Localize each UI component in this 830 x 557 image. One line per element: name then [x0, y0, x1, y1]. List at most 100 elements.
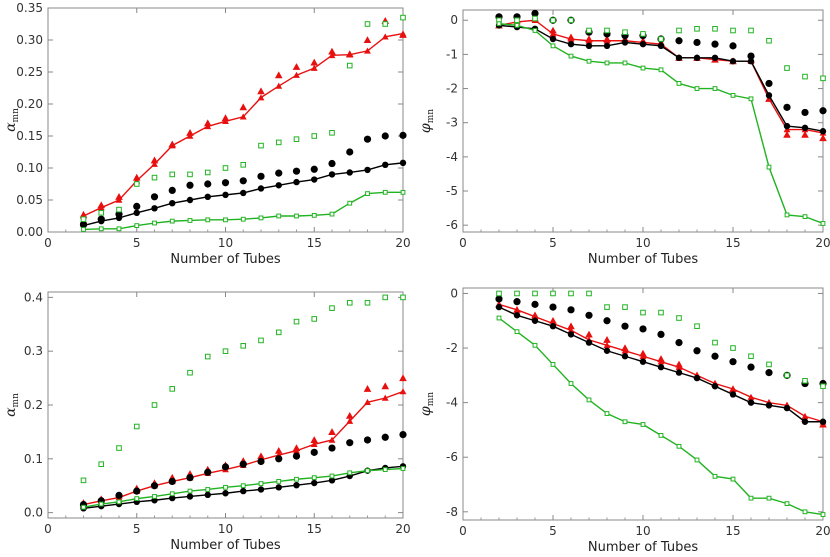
- data-point: [346, 148, 354, 156]
- data-point: [152, 220, 157, 226]
- data-point: [274, 446, 283, 454]
- y-tick-label: 0.2: [24, 398, 43, 412]
- data-point: [97, 204, 105, 211]
- data-point: [382, 294, 389, 301]
- data-point: [603, 37, 611, 44]
- series-line: [498, 22, 824, 225]
- y-tick-label: -5: [446, 184, 458, 198]
- data-point: [675, 369, 683, 376]
- series-green-points: [80, 294, 406, 484]
- data-point: [293, 178, 300, 186]
- data-point: [784, 501, 790, 507]
- data-point: [567, 306, 575, 314]
- data-point: [586, 397, 592, 403]
- data-point: [328, 171, 336, 178]
- data-point: [712, 473, 718, 479]
- series-green-points: [496, 290, 826, 390]
- data-point: [168, 142, 176, 149]
- data-point: [549, 30, 557, 37]
- data-point: [640, 31, 646, 37]
- y-tick-label: 0.0: [24, 506, 43, 520]
- data-point: [169, 171, 176, 178]
- data-point: [364, 299, 371, 306]
- data-point: [274, 71, 283, 79]
- data-point: [240, 189, 247, 197]
- series-black-points: [79, 131, 407, 228]
- data-point: [364, 47, 371, 54]
- data-point: [310, 436, 319, 444]
- data-point: [820, 512, 826, 517]
- data-point: [116, 226, 122, 232]
- data-point: [399, 388, 407, 395]
- data-point: [657, 330, 665, 338]
- series-black-points: [495, 9, 827, 117]
- data-point: [239, 103, 248, 111]
- data-point: [222, 165, 229, 171]
- data-point: [550, 362, 556, 367]
- data-point: [133, 209, 140, 216]
- data-point: [115, 196, 123, 203]
- series-green-line: [81, 189, 406, 232]
- data-point: [801, 130, 809, 138]
- data-point: [496, 21, 502, 27]
- x-tick-label: 5: [549, 524, 557, 538]
- series-black-points: [495, 295, 827, 388]
- data-point: [151, 174, 158, 181]
- data-point: [495, 303, 503, 311]
- data-point: [275, 455, 283, 463]
- data-point: [328, 436, 336, 443]
- data-point: [550, 17, 556, 24]
- data-point: [364, 166, 371, 174]
- data-point: [766, 37, 772, 44]
- data-point: [204, 169, 211, 176]
- data-point: [532, 28, 538, 33]
- data-point: [622, 60, 628, 66]
- data-point: [275, 484, 282, 491]
- x-axis-title: Number of Tubes: [170, 538, 280, 553]
- y-axis-title: αmn: [3, 393, 21, 417]
- data-point: [310, 440, 318, 448]
- data-point: [513, 312, 521, 319]
- data-point: [694, 86, 700, 91]
- data-point: [657, 42, 665, 50]
- data-point: [381, 132, 389, 140]
- data-point: [221, 114, 230, 122]
- data-point: [783, 404, 791, 412]
- data-point: [766, 361, 772, 368]
- x-axis-title: Number of Tubes: [170, 252, 280, 267]
- data-point: [328, 477, 336, 484]
- data-point: [400, 466, 406, 471]
- series-red-line: [80, 30, 407, 219]
- data-point: [116, 499, 122, 505]
- data-point: [621, 39, 629, 46]
- data-point: [532, 15, 538, 22]
- data-point: [329, 473, 335, 479]
- data-point: [328, 47, 336, 55]
- data-point: [275, 182, 282, 189]
- data-point: [169, 200, 176, 207]
- data-point: [293, 318, 300, 325]
- data-point: [729, 358, 737, 366]
- x-tick-label: 15: [307, 522, 322, 536]
- data-point: [801, 108, 809, 117]
- x-tick-label: 20: [815, 236, 830, 250]
- data-point: [675, 54, 683, 62]
- x-tick-label: 0: [44, 522, 52, 536]
- data-point: [783, 103, 791, 111]
- data-point: [747, 52, 755, 60]
- y-tick-label: 0.30: [16, 33, 43, 47]
- data-point: [640, 309, 646, 316]
- data-point: [328, 159, 336, 168]
- chart-top-right: 0 5 10 15 20 0 -1 -2 -3 -4 -5 -6 Number of Tubes φmn: [418, 9, 830, 267]
- data-point: [257, 185, 265, 192]
- data-point: [310, 165, 318, 173]
- data-point: [364, 21, 371, 27]
- data-point: [239, 460, 247, 468]
- data-point: [150, 482, 159, 490]
- data-point: [399, 159, 407, 167]
- data-point: [258, 481, 264, 486]
- data-point: [311, 475, 317, 481]
- data-point: [621, 347, 629, 354]
- data-point: [657, 363, 665, 371]
- data-point: [585, 37, 593, 44]
